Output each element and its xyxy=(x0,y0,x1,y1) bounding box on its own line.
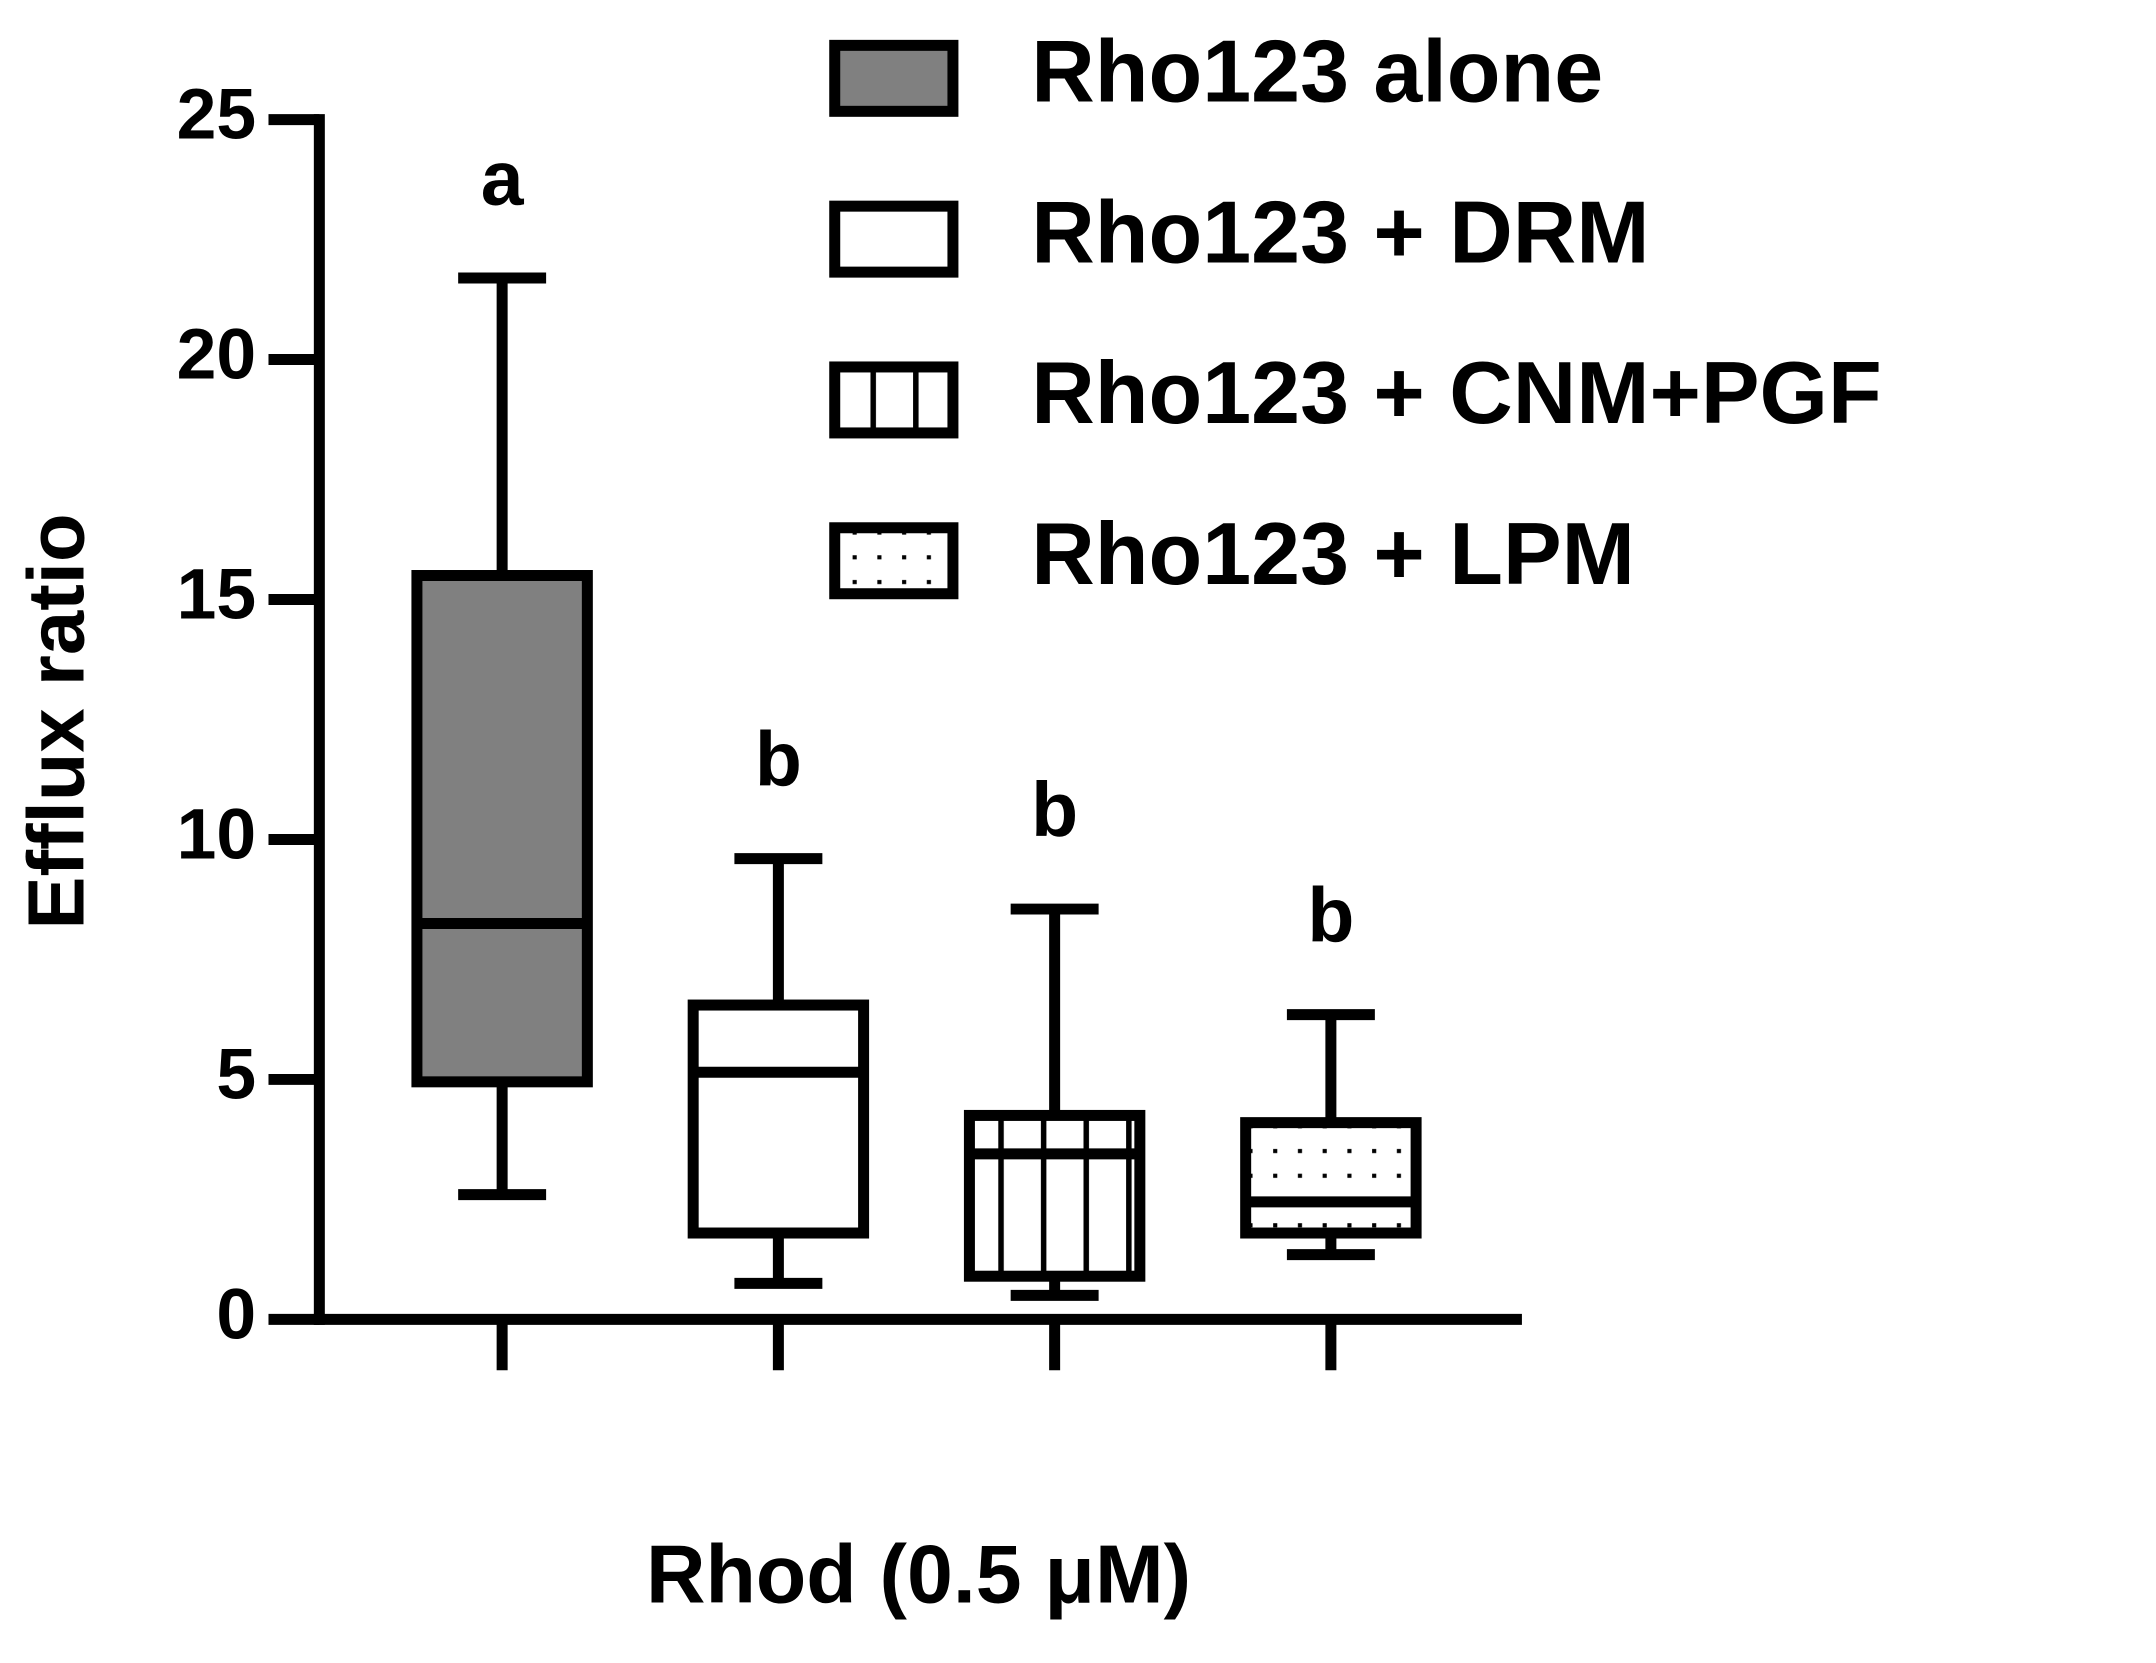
legend-swatch xyxy=(829,200,959,278)
significance-label: b xyxy=(755,717,802,803)
legend-swatch xyxy=(829,522,959,600)
legend-swatch xyxy=(829,361,959,439)
legend-label: Rho123 + DRM xyxy=(1031,182,1649,281)
y-tick-label: 5 xyxy=(216,1034,256,1114)
y-tick-label: 20 xyxy=(177,314,256,394)
legend-label: Rho123 + LPM xyxy=(1031,504,1635,603)
y-tick-label: 10 xyxy=(177,794,256,874)
y-tick-label: 25 xyxy=(177,74,256,154)
legend-label: Rho123 + CNM+PGF xyxy=(1031,343,1881,442)
x-axis-label: Rhod (0.5 μM) xyxy=(646,1528,1191,1620)
significance-label: b xyxy=(1307,873,1354,959)
legend-swatch xyxy=(829,39,959,117)
box xyxy=(687,999,870,1239)
legend-label: Rho123 alone xyxy=(1031,22,1603,121)
box xyxy=(1240,1117,1422,1239)
box xyxy=(963,1109,1146,1282)
significance-label: a xyxy=(481,136,525,222)
box xyxy=(411,570,593,1088)
y-axis-label: Efflux ratio xyxy=(11,513,100,929)
y-tick-label: 15 xyxy=(177,554,256,634)
y-tick-label: 0 xyxy=(216,1274,256,1354)
significance-label: b xyxy=(1031,767,1078,853)
